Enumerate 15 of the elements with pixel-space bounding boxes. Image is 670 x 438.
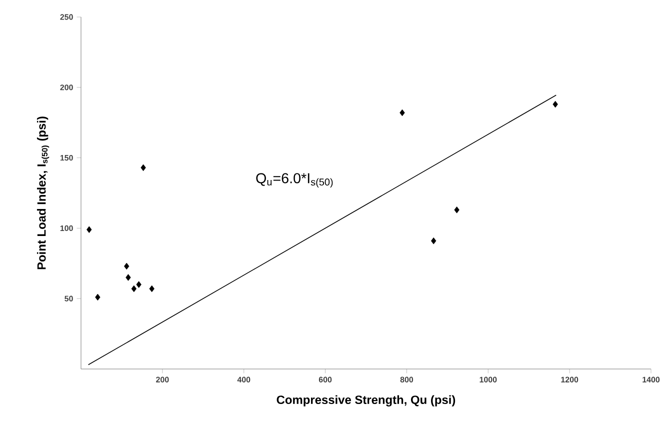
point bbox=[140, 164, 146, 172]
point bbox=[95, 294, 100, 301]
point bbox=[136, 281, 142, 288]
point bbox=[454, 206, 460, 214]
point bbox=[124, 262, 130, 270]
point bbox=[126, 274, 131, 281]
point bbox=[552, 100, 558, 108]
x-axis-title: Compressive Strength, Qu (psi) bbox=[276, 395, 456, 406]
point bbox=[400, 109, 405, 116]
point bbox=[131, 285, 137, 292]
point bbox=[431, 237, 436, 244]
point bbox=[86, 226, 92, 233]
annotation: Q$_{u}$=6.0*I$_{s(50)}$ bbox=[256, 173, 333, 188]
y-axis-title: Point Load Index, I$_{s(50)}$ (psi) bbox=[36, 116, 50, 270]
point bbox=[149, 285, 154, 292]
